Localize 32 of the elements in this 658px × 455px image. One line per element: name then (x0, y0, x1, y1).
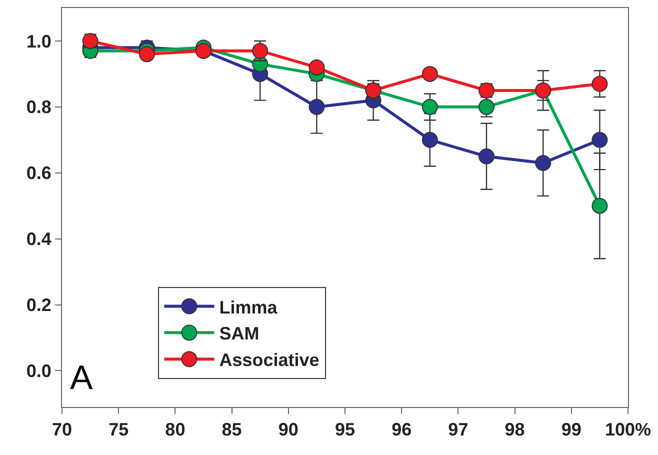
point (478, 148, 494, 164)
x-tick-label: 80 (165, 420, 186, 440)
legend-label: SAM (219, 324, 260, 344)
x-tick-label: 90 (278, 420, 298, 440)
y-tick-label: 0.6 (26, 163, 52, 184)
y-tick-label: 0.2 (26, 295, 52, 316)
point (535, 154, 552, 171)
point (138, 46, 155, 62)
x-tick-label: 70 (52, 420, 72, 440)
point (422, 132, 438, 148)
point (422, 98, 438, 115)
x-tick-label: 85 (222, 420, 242, 440)
x-tick-label: 75 (108, 420, 129, 440)
x-tick-label: 100% (604, 420, 652, 440)
annotation: A (70, 359, 93, 397)
point (422, 66, 438, 82)
x-tick-label: 95 (334, 420, 356, 440)
x-tick-label: 97 (448, 420, 468, 440)
x-tick-label: 98 (504, 420, 525, 440)
point (592, 198, 608, 214)
point (308, 59, 325, 76)
legend-label: Associative (219, 350, 320, 370)
legend-label: Limma (219, 297, 278, 318)
y-tick-label: 0.0 (26, 361, 52, 382)
point (308, 98, 325, 115)
point (592, 132, 608, 148)
x-tick-label: 99 (561, 420, 582, 440)
x-tick-label: 96 (392, 420, 412, 440)
point (592, 76, 608, 92)
y-tick-label: 1.0 (26, 31, 52, 52)
y-tick-label: 0.8 (26, 97, 52, 118)
y-tick-label: 0.4 (26, 229, 52, 250)
